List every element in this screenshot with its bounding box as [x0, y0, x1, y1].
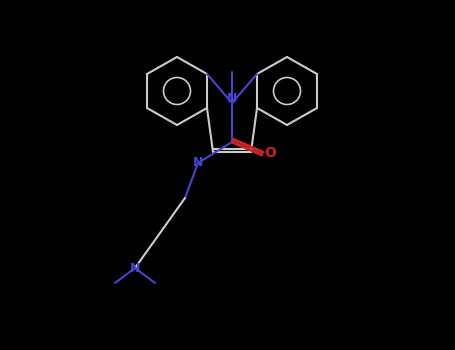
Text: N: N [130, 261, 140, 274]
Text: N: N [193, 156, 203, 169]
Text: O: O [264, 146, 276, 160]
Text: N: N [227, 92, 237, 105]
